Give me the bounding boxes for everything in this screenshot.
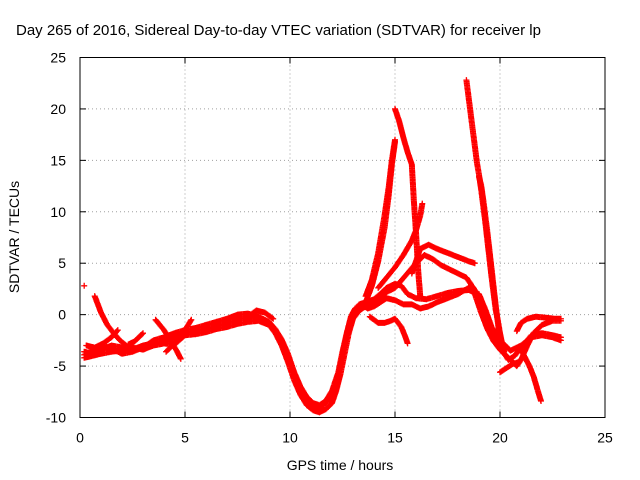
x-tick-label: 25	[597, 430, 613, 446]
y-tick-label: 5	[58, 255, 66, 271]
y-tick-labels: -10 -5 0 5 10 15 20 25	[46, 50, 66, 426]
marker-track	[497, 359, 522, 376]
series-track-20	[513, 313, 564, 335]
series-track-4	[81, 284, 564, 409]
y-tick-label: 20	[50, 101, 66, 117]
x-tick-labels: 0 5 10 15 20 25	[76, 430, 613, 446]
series-track-21	[518, 346, 544, 404]
series-track-18	[476, 173, 503, 343]
plot-area	[81, 77, 564, 416]
marker-track	[366, 313, 411, 347]
y-tick-label: 15	[50, 152, 66, 168]
x-axis-label: GPS time / hours	[287, 457, 394, 473]
plot-frame	[79, 57, 606, 418]
series-track-9	[163, 316, 195, 355]
series-track-6	[83, 327, 121, 351]
y-tick-label: -10	[46, 410, 66, 426]
y-tick-label: 25	[50, 50, 66, 66]
marker-track	[518, 346, 544, 404]
y-tick-label: 0	[58, 307, 66, 323]
marker-track	[91, 293, 130, 349]
x-tick-label: 20	[492, 430, 508, 446]
x-tick-label: 10	[282, 430, 298, 446]
y-axis-label: SDTVAR / TECUs	[6, 181, 22, 293]
series-track-10	[245, 307, 277, 322]
marker-track	[513, 313, 564, 335]
marker-track	[476, 173, 503, 343]
marker-track	[81, 282, 88, 289]
marker-track	[125, 330, 146, 348]
series-track-15	[366, 313, 411, 347]
marker-track	[375, 200, 426, 291]
series-track-16	[408, 241, 478, 277]
series-track-7	[125, 330, 146, 348]
series-track-12	[362, 136, 398, 300]
x-tick-label: 15	[387, 430, 403, 446]
chart-title: Day 265 of 2016, Sidereal Day-to-day VTE…	[16, 22, 541, 39]
x-tick-label: 5	[181, 430, 189, 446]
series-track-19	[497, 359, 522, 376]
marker-track	[81, 284, 564, 409]
y-tick-label: 10	[50, 204, 66, 220]
x-tick-label: 0	[76, 430, 84, 446]
series-track-5	[91, 293, 130, 349]
series-track-14	[375, 200, 426, 291]
series-track-1	[81, 282, 88, 289]
axis-ticks	[79, 57, 606, 418]
y-tick-label: -5	[54, 358, 67, 374]
marker-track	[408, 241, 478, 277]
marker-track	[362, 136, 398, 300]
marker-track	[83, 327, 121, 351]
marker-track	[163, 316, 195, 355]
marker-track	[245, 307, 277, 322]
